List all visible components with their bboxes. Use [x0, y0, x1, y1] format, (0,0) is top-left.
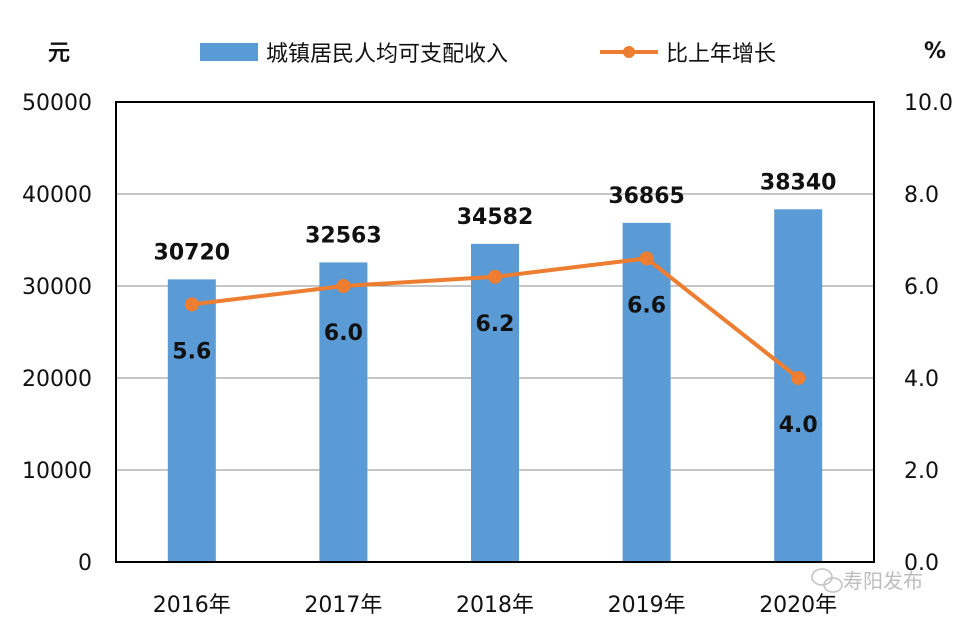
growth-value-label: 6.0 [324, 321, 363, 346]
left-axis-ticks: 0 10000 20000 30000 40000 50000 [22, 91, 92, 576]
bar-value-label: 38340 [760, 170, 837, 195]
left-tick-label: 30000 [22, 275, 92, 300]
bar-value-label: 34582 [457, 205, 534, 230]
x-tick-label: 2017年 [304, 593, 382, 618]
x-tick-label: 2016年 [153, 593, 231, 618]
left-tick-label: 20000 [22, 367, 92, 392]
bar-series [167, 209, 823, 563]
left-tick-label: 50000 [22, 91, 92, 116]
growth-point [184, 297, 199, 312]
right-tick-label: 8.0 [904, 183, 939, 208]
watermark-text: 寿阳发布 [843, 569, 923, 593]
right-tick-label: 6.0 [904, 275, 939, 300]
plot-frame [115, 101, 875, 563]
right-tick-label: 0.0 [904, 551, 939, 576]
right-tick-label: 2.0 [904, 459, 939, 484]
left-tick-label: 0 [78, 551, 92, 576]
legend-line-label: 比上年增长 [666, 42, 776, 67]
x-tick-label: 2019年 [608, 593, 686, 618]
bar-value-label: 30720 [154, 240, 231, 265]
income-bar [319, 262, 368, 562]
legend: 城镇居民人均可支配收入 比上年增长 [200, 42, 776, 67]
income-bar [622, 222, 671, 563]
growth-value-label: 5.6 [172, 339, 211, 364]
growth-point [639, 251, 654, 266]
right-tick-label: 10.0 [904, 91, 953, 116]
left-tick-label: 10000 [22, 459, 92, 484]
income-bar [471, 243, 519, 563]
growth-point [336, 279, 351, 293]
right-axis-unit: % [924, 39, 946, 64]
growth-point [791, 371, 806, 385]
left-axis-unit: 元 [48, 41, 70, 66]
growth-line-series [184, 251, 806, 385]
data-labels: 30720 32563 34582 36865 38340 5.6 6.0 6.2 6.6 4.0 [154, 170, 837, 438]
bar-value-label: 36865 [608, 184, 685, 209]
wechat-icon [811, 568, 843, 593]
x-tick-label: 2020年 [759, 593, 837, 618]
income-bar [167, 279, 216, 562]
growth-value-label: 6.2 [476, 312, 515, 337]
legend-line-marker [623, 46, 635, 58]
legend-bar-swatch [200, 43, 258, 61]
x-tick-label: 2018年 [456, 593, 534, 618]
watermark: 寿阳发布 [811, 568, 923, 593]
right-tick-label: 4.0 [904, 367, 939, 392]
income-bar [774, 209, 823, 562]
bar-value-label: 32563 [305, 223, 382, 248]
legend-bar-label: 城镇居民人均可支配收入 [266, 42, 508, 67]
right-axis-ticks: 0.0 2.0 4.0 6.0 8.0 10.0 [904, 91, 953, 576]
x-axis-ticks: 2016年 2017年 2018年 2019年 2020年 [153, 593, 837, 618]
left-tick-label: 40000 [22, 183, 92, 208]
growth-point [488, 269, 502, 284]
growth-value-label: 4.0 [779, 413, 818, 438]
growth-value-label: 6.6 [627, 293, 666, 318]
